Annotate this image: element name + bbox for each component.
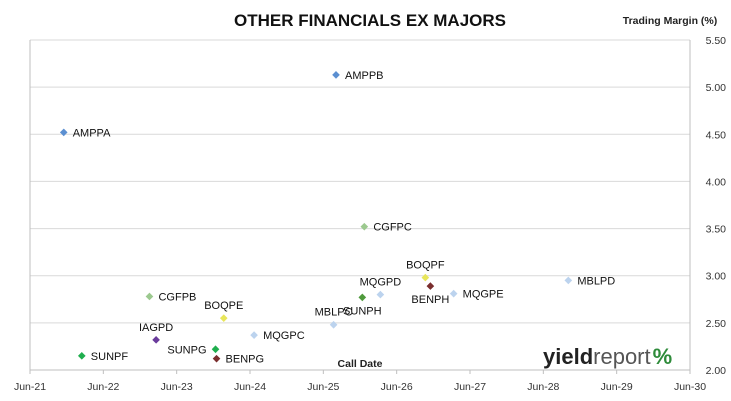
y-tick-label: 3.00 — [706, 271, 727, 283]
data-point-boqpe — [219, 314, 228, 322]
y-tick-label: 3.50 — [706, 224, 727, 236]
data-point-mblpc — [329, 320, 338, 329]
chart-title: OTHER FINANCIALS EX MAJORS — [234, 11, 506, 30]
x-tick-label: Jun-24 — [234, 381, 266, 393]
x-tick-label: Jun-27 — [454, 381, 486, 393]
y-tick-label: 2.50 — [706, 318, 727, 330]
point-label-boqpe: BOQPE — [204, 300, 243, 312]
data-point-benph — [426, 282, 435, 290]
data-point-iagpd — [152, 336, 160, 344]
gridlines — [30, 39, 690, 371]
point-label-mqgpc: MQGPC — [263, 330, 305, 342]
point-label-mqgpe: MQGPE — [463, 289, 504, 301]
point-label-boqpf: BOQPF — [406, 260, 445, 272]
point-label-mblpd: MBLPD — [577, 275, 615, 287]
point-label-sunph: SUNPH — [343, 305, 382, 317]
point-label-sunpg: SUNPG — [167, 344, 206, 356]
x-tick-label: Jun-22 — [87, 381, 119, 393]
x-tick-label: Jun-28 — [527, 381, 559, 393]
logo-text-report: report — [593, 344, 650, 369]
point-label-mqgpd: MQGPD — [360, 277, 402, 289]
data-points — [59, 71, 573, 363]
point-label-iagpd: IAGPD — [139, 322, 173, 334]
data-point-boqpf — [421, 273, 430, 282]
data-point-cgfpb — [145, 292, 154, 301]
x-tick-label: Jun-25 — [307, 381, 339, 393]
point-label-benpg: BENPG — [226, 354, 265, 366]
point-label-mblpc: MBLPC — [315, 307, 353, 319]
point-label-cgfpb: CGFPB — [158, 291, 196, 303]
y-tick-label: 4.00 — [706, 176, 727, 188]
data-point-benpg — [212, 354, 221, 363]
point-label-amppa: AMPPA — [73, 127, 111, 139]
y-tick-label: 5.50 — [706, 35, 727, 47]
y-tick-label: 4.50 — [706, 129, 727, 141]
data-point-amppb — [332, 71, 340, 79]
yieldreport-logo: yieldreport% — [543, 344, 672, 369]
y-axis-title: Trading Margin (%) — [623, 15, 718, 27]
x-tick-label: Jun-23 — [161, 381, 193, 393]
point-label-benph: BENPH — [411, 294, 449, 306]
data-point-amppa — [59, 128, 68, 137]
y-tick-label: 2.00 — [706, 365, 727, 377]
x-tick-label: Jun-30 — [674, 381, 706, 393]
data-point-mqgpe — [449, 289, 458, 298]
logo-percent-icon: % — [653, 344, 673, 369]
svg-text:yieldreport%: yieldreport% — [543, 344, 672, 369]
data-point-cgfpc — [360, 222, 369, 231]
y-axis-tick-labels: 2.00 2.50 3.00 3.50 4.00 4.50 5.00 5.50 — [706, 35, 727, 377]
x-tick-label: Jun-29 — [601, 381, 633, 393]
point-labels: AMPPB AMPPA CGFPC BOQPF BENPH MQGPD SUNPH MQGPE… — [73, 70, 616, 366]
x-tick-label: Jun-26 — [381, 381, 413, 393]
axes — [29, 40, 691, 374]
point-label-amppb: AMPPB — [345, 70, 384, 82]
point-label-cgfpc: CGFPC — [373, 222, 412, 234]
x-axis-title: Call Date — [338, 358, 383, 370]
data-point-mblpd — [564, 276, 573, 285]
data-point-mqgpc — [250, 331, 258, 339]
y-tick-label: 5.00 — [706, 82, 727, 94]
x-tick-label: Jun-21 — [14, 381, 46, 393]
data-point-sunph — [358, 293, 367, 302]
data-point-sunpg — [211, 345, 220, 354]
logo-text-yield: yield — [543, 344, 593, 369]
data-point-mqgpd — [376, 290, 385, 299]
x-axis-tick-labels: Jun-21 Jun-22 Jun-23 Jun-24 Jun-25 Jun-26 Jun-… — [14, 381, 706, 393]
data-point-sunpf — [77, 352, 86, 360]
point-label-sunpf: SUNPF — [91, 351, 129, 363]
